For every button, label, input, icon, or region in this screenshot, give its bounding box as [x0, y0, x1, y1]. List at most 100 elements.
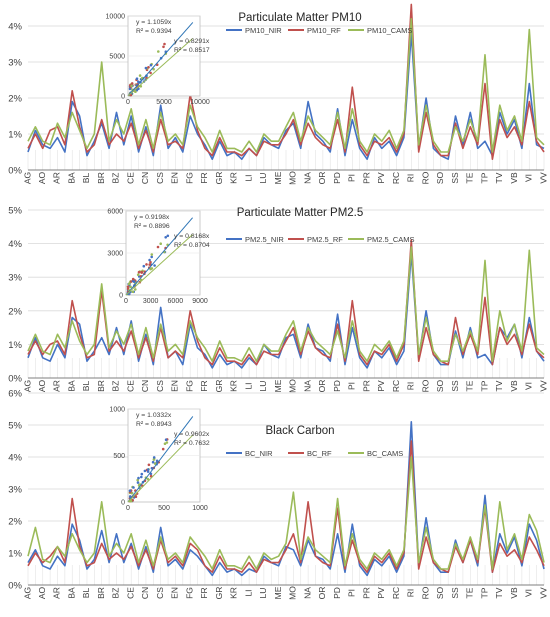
y-tick-label: 3% [8, 485, 22, 496]
inset-annotation: y = 1.0332x [136, 412, 172, 419]
inset-point [137, 80, 140, 83]
x-tick-label: RO [420, 379, 430, 392]
x-tick-label: FG [184, 380, 194, 392]
series-line-PM10_CAMS [27, 17, 545, 153]
inset-point [136, 481, 140, 484]
x-tick-label: TP [479, 380, 489, 391]
chart-panel-0: 0% 1% 2% 3% 4% AG AO AR BA BL BR BZ CE CN CS EN FG FR GR KR… [8, 3, 548, 185]
legend-label: BC_NIR [245, 449, 273, 458]
inset-point [163, 42, 166, 46]
inset-point [128, 87, 132, 91]
inset-point [145, 263, 148, 266]
inset-point [131, 277, 135, 281]
inset-x-tick: 9000 [192, 298, 208, 305]
x-tick-label: BA [66, 380, 76, 392]
inset-point [143, 469, 147, 473]
x-tick-label: VB [509, 380, 519, 392]
x-tick-label: BR [96, 172, 106, 184]
x-tick-label: EN [170, 172, 180, 184]
x-tick-label: BA [66, 172, 76, 184]
x-tick-label: LI [243, 174, 253, 181]
inset-point [147, 66, 150, 69]
x-tick-label: CE [125, 172, 135, 184]
x-tick-label: PV [376, 587, 386, 599]
y-tick-label: 4% [8, 22, 22, 33]
inset-annotation: y = 1.1059x [136, 19, 172, 26]
x-tick-label: RI [406, 174, 416, 183]
inset-annotation: y = 0.8168x [174, 233, 210, 240]
inset-annotation: y = 0.8291x [174, 38, 210, 45]
inset-x-tick: 3000 [143, 298, 159, 305]
inset-x-tick: 5000 [156, 99, 172, 106]
inset-point [140, 270, 143, 274]
inset-scatter-0: 0 5000 10000 0 5000 10000 y = 1.1059x R² = 0.93… [106, 14, 210, 107]
inset-point [130, 491, 134, 495]
y-tick-label: 0% [8, 166, 22, 177]
x-tick-label: NA [302, 380, 312, 392]
inset-point [157, 50, 160, 53]
y-tick-label: 3% [8, 273, 22, 284]
inset-point [166, 234, 170, 238]
y-tick-label: 2% [8, 306, 22, 317]
inset-point [140, 475, 143, 479]
x-tick-label: OR [317, 172, 327, 185]
y-tick-label: 4% [8, 239, 22, 250]
inset-y-tick: 1000 [109, 407, 125, 414]
y-tick-label: 5% [8, 421, 22, 432]
x-tick-label: BL [81, 381, 91, 392]
inset-point [152, 67, 155, 71]
legend-label: BC_CAMS [367, 449, 403, 458]
x-tick-label: RC [391, 380, 401, 392]
x-tick-label: BR [96, 380, 106, 392]
inset-x-tick: 6000 [168, 298, 184, 305]
inset-point [144, 66, 148, 70]
x-tick-label: NA [302, 587, 312, 599]
chart-title: Particulate Matter PM2.5 [237, 207, 364, 219]
x-tick-label: PD [332, 172, 342, 184]
x-tick-label: VI [524, 174, 534, 182]
x-tick-label: CE [125, 380, 135, 392]
x-tick-label: AG [22, 587, 32, 599]
x-tick-label: PI [347, 174, 357, 182]
x-tick-label: TE [465, 587, 475, 598]
series-line-PM2.5_RF [27, 239, 545, 366]
x-tick-label: CN [140, 172, 150, 184]
x-tick-label: TE [465, 380, 475, 391]
x-tick-label: VI [524, 589, 534, 597]
x-tick-label: VB [509, 172, 519, 184]
inset-annotation: R² = 0.8704 [174, 242, 210, 249]
chart-panel-1: 0% 1% 2% 3% 4% 5% AG AO AR BA BL BR BZ CE CN CS EN FG FR GR… [8, 206, 548, 393]
x-tick-label: CN [140, 380, 150, 392]
x-tick-label: BZ [111, 173, 121, 184]
y-tick-label: 4% [8, 453, 22, 464]
inset-annotation: R² = 0.7632 [174, 440, 210, 447]
inset-y-tick: 0 [121, 94, 125, 101]
legend-label: PM10_RF [307, 26, 341, 35]
inset-y-tick: 0 [119, 293, 123, 300]
inset-point [148, 263, 151, 266]
inset-x-tick: 0 [124, 298, 128, 305]
y-tick-label: 6% [8, 389, 22, 400]
x-tick-label: AR [52, 172, 62, 184]
x-tick-label: BR [96, 587, 106, 599]
inset-point [136, 273, 140, 277]
x-tick-label: SS [450, 587, 460, 599]
x-tick-label: RC [391, 172, 401, 184]
inset-point [140, 472, 144, 476]
x-tick-label: PV [376, 172, 386, 184]
inset-point [162, 45, 165, 49]
inset-annotation: R² = 0.8943 [136, 421, 172, 428]
inset-point [135, 77, 139, 80]
inset-x-tick: 1000 [192, 505, 208, 512]
inset-point [150, 255, 153, 259]
x-tick-label: PR [361, 380, 371, 392]
x-tick-label: CS [155, 587, 165, 599]
x-tick-label: NA [302, 172, 312, 184]
x-tick-label: RO [420, 171, 430, 184]
inset-point [128, 489, 132, 493]
inset-point [148, 258, 151, 262]
inset-annotation: R² = 0.8517 [174, 47, 210, 54]
x-tick-label: LU [258, 173, 268, 184]
inset-point [164, 438, 168, 442]
